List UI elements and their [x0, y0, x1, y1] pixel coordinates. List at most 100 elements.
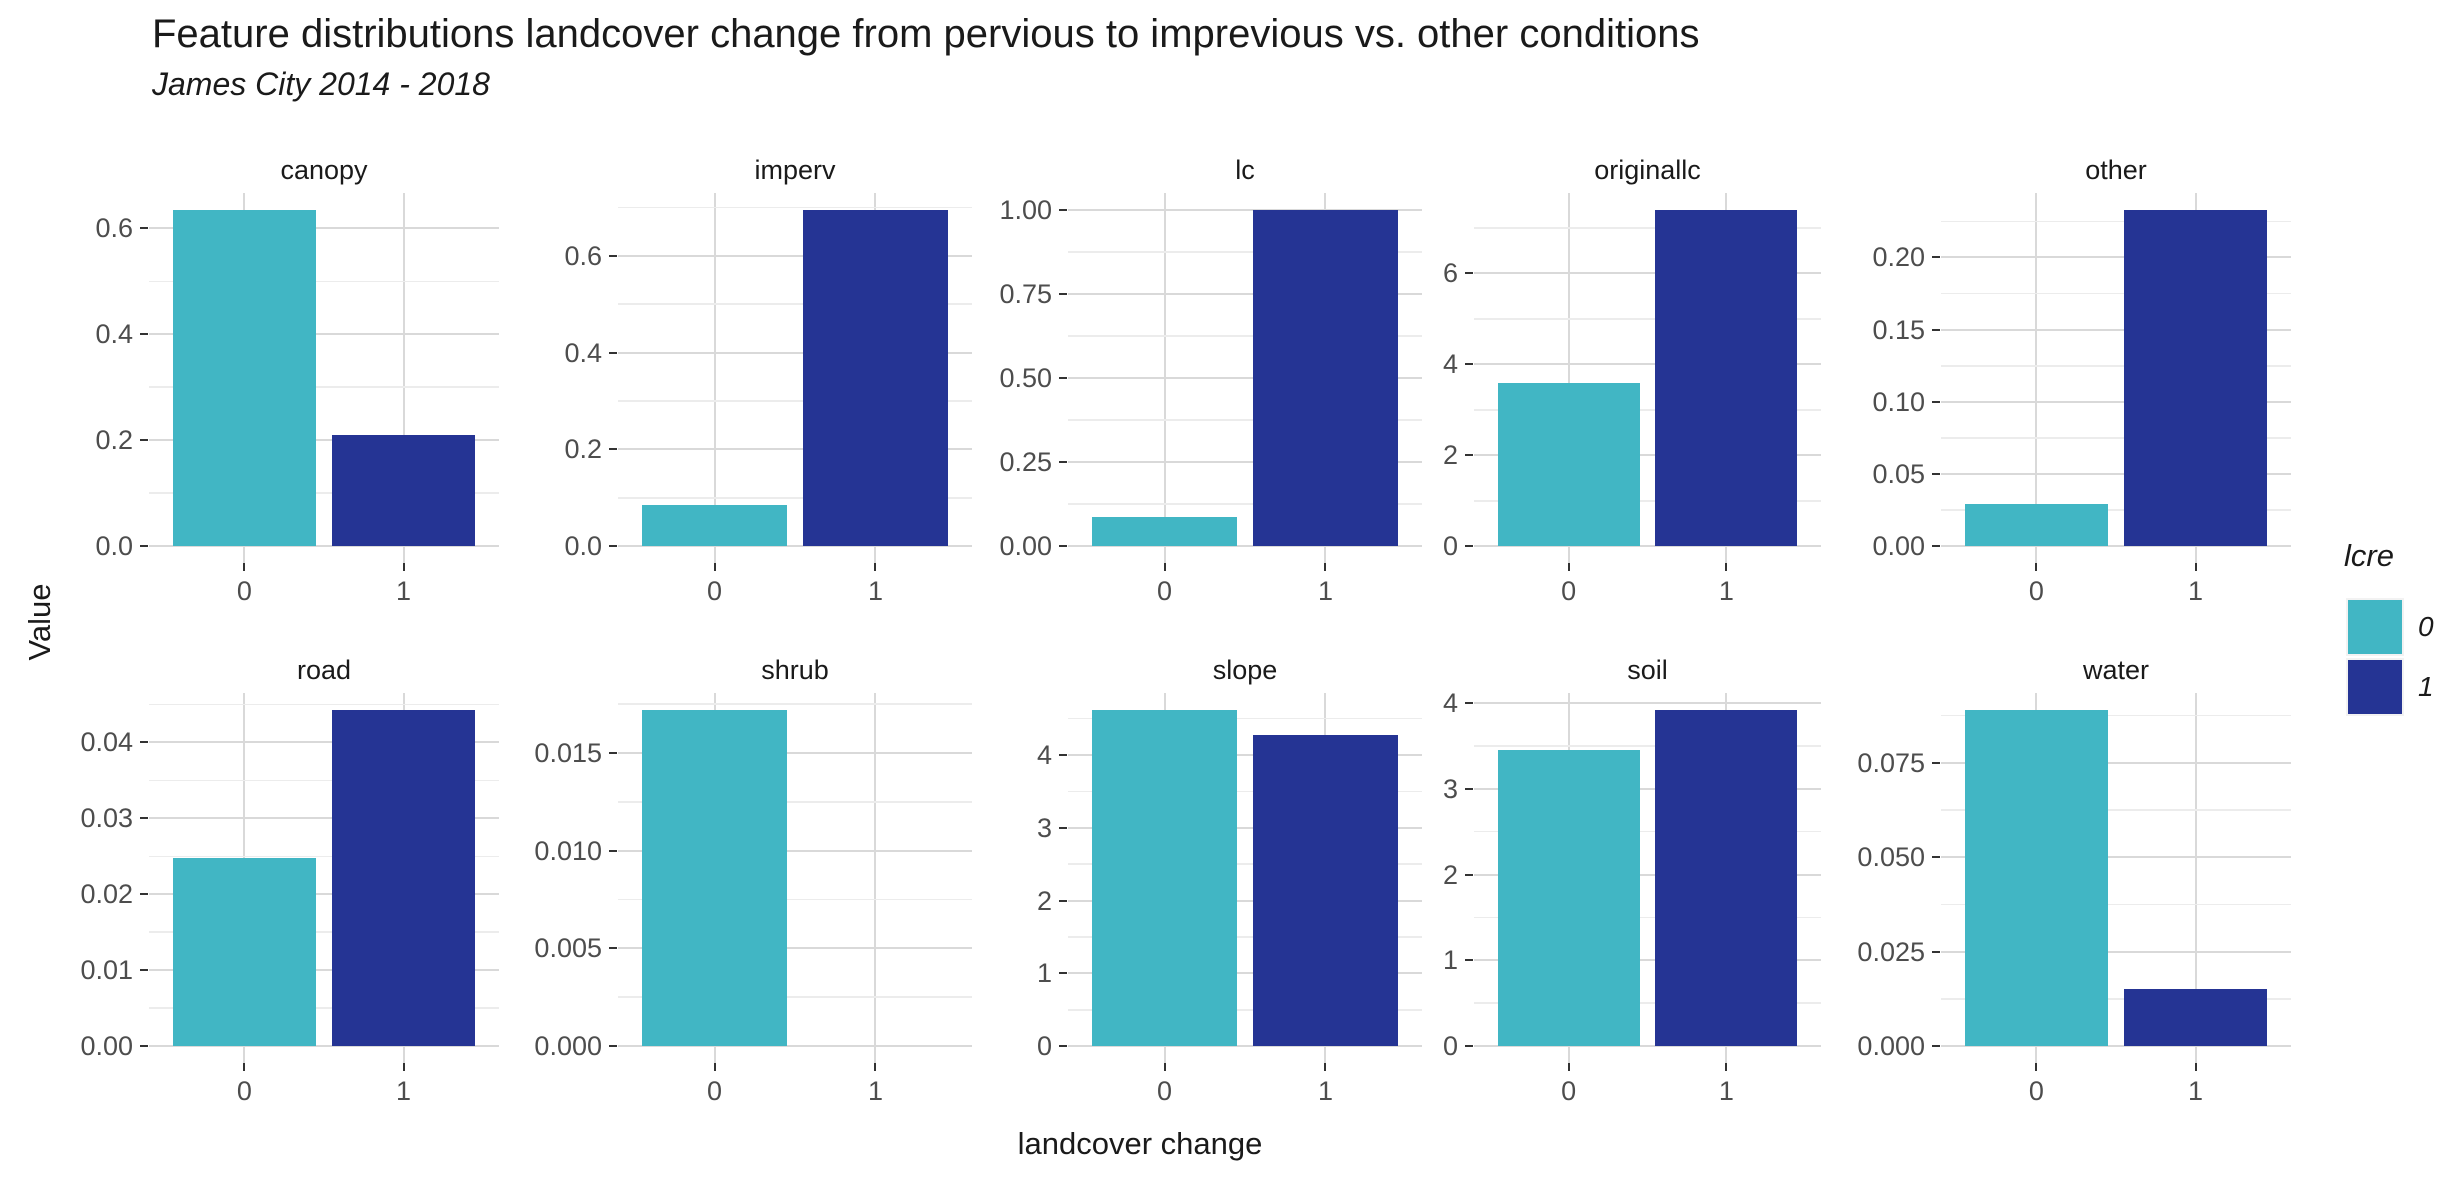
y-tick-label: 0.05 — [1872, 459, 1925, 489]
y-gridline-major — [1941, 856, 2291, 859]
y-gridline-major — [618, 947, 972, 950]
x-tick-mark — [1567, 563, 1570, 571]
y-tick-label: 0.6 — [95, 213, 133, 244]
facet-panel — [1474, 693, 1821, 1063]
y-tick-label: 0.2 — [95, 425, 133, 456]
y-gridline-major — [1474, 363, 1821, 366]
y-gridline-major — [1474, 1045, 1821, 1048]
y-gridline-minor — [1941, 714, 2291, 717]
bar-lcre-0 — [1497, 750, 1640, 1047]
y-tick-mark — [609, 947, 617, 950]
y-tick-mark — [1932, 950, 1940, 953]
y-gridline-minor — [1474, 1002, 1821, 1005]
x-tick-mark — [713, 563, 716, 571]
bar-lcre-1 — [1253, 209, 1398, 547]
facet-title: imperv — [754, 155, 836, 185]
legend-label-1: 1 — [2418, 671, 2434, 702]
facet-title: shrub — [761, 655, 829, 685]
y-tick-mark — [609, 849, 617, 852]
y-tick-label: 1 — [1036, 958, 1052, 989]
facet-title: soil — [1627, 655, 1668, 685]
x-tick-label: 0 — [2028, 576, 2044, 606]
y-gridline-major — [1068, 461, 1422, 464]
y-tick-label: 0.02 — [80, 879, 133, 910]
x-tick-mark — [1725, 1063, 1728, 1071]
y-tick-label: 0.10 — [1872, 386, 1925, 417]
y-tick-label: 1.00 — [999, 194, 1052, 225]
facet-title: road — [296, 655, 352, 685]
y-gridline-major — [149, 741, 499, 744]
bar-lcre-1 — [1655, 709, 1798, 1047]
facet-panel — [1474, 193, 1821, 563]
y-tick-label: 0.04 — [80, 727, 133, 758]
legend-entry-1: 1 — [2346, 658, 2434, 716]
x-tick-label: 1 — [867, 1076, 883, 1106]
y-gridline-minor — [618, 400, 972, 402]
y-gridline-minor — [1474, 227, 1821, 229]
y-tick-label: 0 — [1442, 531, 1458, 562]
x-tick-mark — [1725, 563, 1728, 571]
x-gridline — [402, 193, 405, 563]
y-tick-label: 0.00 — [999, 531, 1052, 562]
y-tick-label: 0.0 — [564, 531, 602, 562]
y-gridline-minor — [149, 855, 499, 858]
y-gridline-major — [1474, 701, 1821, 704]
x-tick-label: 1 — [396, 1076, 412, 1106]
facet-panel — [149, 193, 499, 563]
y-gridline-major — [1068, 545, 1422, 548]
y-gridline-minor — [1068, 790, 1422, 793]
bar-lcre-1 — [2123, 989, 2268, 1047]
bar-lcre-1 — [803, 209, 948, 547]
x-tick-label: 1 — [1317, 1076, 1333, 1106]
y-gridline-minor — [1474, 916, 1821, 919]
x-tick-label: 1 — [1718, 576, 1734, 606]
y-gridline-minor — [618, 303, 972, 305]
x-tick-label: 0 — [1561, 1076, 1577, 1106]
y-tick-label: 4 — [1442, 687, 1458, 718]
x-tick-mark — [1324, 563, 1327, 571]
y-tick-label: 0.010 — [534, 835, 602, 866]
x-tick-mark — [402, 563, 405, 571]
x-tick-label: 0 — [1561, 576, 1577, 606]
y-tick-mark — [1059, 292, 1067, 295]
y-gridline-major — [1068, 753, 1422, 756]
y-tick-label: 3 — [1036, 812, 1052, 843]
y-gridline-minor — [1068, 717, 1422, 720]
y-gridline-major — [149, 439, 499, 442]
y-tick-mark — [1059, 208, 1067, 211]
y-gridline-major — [1941, 950, 2291, 953]
y-tick-mark — [1059, 461, 1067, 464]
y-tick-mark — [1932, 1045, 1940, 1048]
x-gridline — [1567, 193, 1570, 563]
page-title: Feature distributions landcover change f… — [152, 12, 1700, 56]
y-tick-mark — [1059, 753, 1067, 756]
y-gridline-minor — [1474, 830, 1821, 833]
page-subtitle: James City 2014 - 2018 — [152, 66, 490, 102]
y-tick-mark — [140, 333, 148, 336]
y-gridline-major — [618, 751, 972, 754]
y-tick-label: 0.000 — [534, 1031, 602, 1062]
y-tick-mark — [140, 227, 148, 230]
y-tick-label: 0.050 — [1857, 842, 1925, 873]
facet-panel — [618, 193, 972, 563]
y-gridline-minor — [149, 1007, 499, 1009]
facet-title: canopy — [280, 155, 368, 185]
bar-lcre-0 — [172, 857, 317, 1047]
y-gridline-major — [1068, 208, 1422, 211]
y-gridline-minor — [618, 996, 972, 999]
y-tick-mark — [1465, 787, 1473, 790]
y-tick-label: 0.4 — [95, 319, 133, 350]
y-tick-mark — [1465, 363, 1473, 366]
y-tick-mark — [1932, 545, 1940, 548]
y-tick-mark — [1932, 856, 1940, 859]
y-gridline-minor — [1068, 503, 1422, 505]
x-tick-mark — [2035, 563, 2038, 571]
bar-lcre-1 — [331, 709, 476, 1047]
y-tick-label: 0.075 — [1857, 747, 1925, 778]
y-gridline-minor — [149, 703, 499, 706]
y-tick-mark — [1932, 473, 1940, 475]
y-gridline-minor — [1474, 318, 1821, 320]
y-tick-label: 0.015 — [534, 737, 602, 768]
facet-panel — [1068, 193, 1422, 563]
y-tick-mark — [1465, 1045, 1473, 1048]
